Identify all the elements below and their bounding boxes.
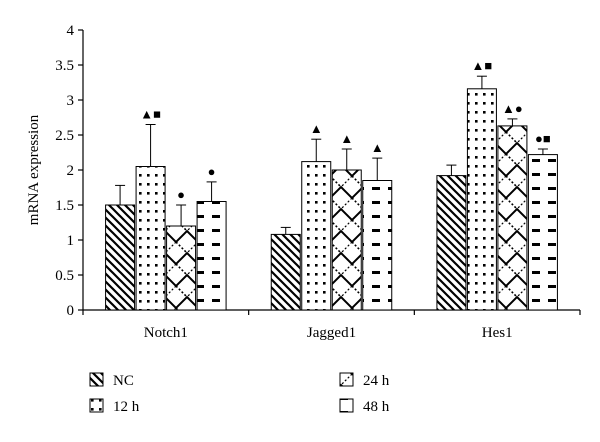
significance-marker: ▲■	[472, 58, 493, 73]
significance-marker: ●	[177, 187, 185, 202]
y-tick-label: 2.5	[55, 128, 74, 144]
y-axis-label: mRNA expression	[26, 114, 42, 225]
bar-12h	[466, 88, 497, 311]
significance-marker: ●	[208, 164, 216, 179]
category-labels: Notch1 Jagged1 Hes1	[144, 325, 513, 341]
significance-marker: ▲■	[140, 107, 161, 122]
bar-nc	[270, 233, 301, 311]
category-label: Hes1	[482, 325, 513, 341]
legend-swatch	[89, 398, 104, 413]
bar-48h	[196, 201, 227, 311]
bar-nc	[436, 175, 467, 311]
y-tick-label: 1.5	[55, 198, 74, 214]
y-tick-label: 2	[67, 163, 75, 179]
bar-48h	[362, 180, 393, 311]
legend: NC 12 h 24 h 48 h	[89, 372, 390, 415]
legend-label: NC	[113, 373, 134, 389]
y-tick-label: 1	[67, 233, 75, 249]
legend-swatch	[339, 372, 354, 387]
bar-12h	[301, 161, 332, 311]
error-bars	[115, 75, 548, 235]
bar-24h	[497, 125, 528, 311]
significance-marker: ●■	[535, 131, 551, 146]
category-label: Notch1	[144, 325, 188, 341]
bar-24h	[166, 225, 197, 311]
significance-marker: ▲	[310, 121, 323, 136]
legend-swatch	[89, 372, 104, 387]
bar-12h	[135, 166, 166, 311]
category-label: Jagged1	[307, 325, 356, 341]
legend-label: 48 h	[363, 399, 390, 415]
x-axis	[82, 309, 581, 315]
legend-label: 24 h	[363, 373, 390, 389]
bar-24h	[331, 169, 362, 311]
significance-marker: ▲●	[502, 101, 523, 116]
bar-nc	[105, 204, 136, 311]
y-tick-label: 3	[67, 93, 75, 109]
bars	[105, 88, 558, 311]
legend-label: 12 h	[113, 399, 140, 415]
y-tick-label: 0	[67, 303, 75, 319]
significance-marker: ▲	[340, 131, 353, 146]
significance-marker: ▲	[371, 140, 384, 155]
legend-swatch	[339, 398, 354, 413]
bar-48h	[527, 154, 558, 311]
y-tick-label: 4	[67, 23, 75, 39]
y-tick-label: 0.5	[55, 268, 74, 284]
y-axis: 0 0.5 1 1.5 2 2.5 3 3.5 4	[55, 23, 84, 319]
y-tick-label: 3.5	[55, 58, 74, 74]
significance-markers: ▲■ ● ● ▲ ▲ ▲ ▲■ ▲● ●■	[140, 58, 551, 202]
